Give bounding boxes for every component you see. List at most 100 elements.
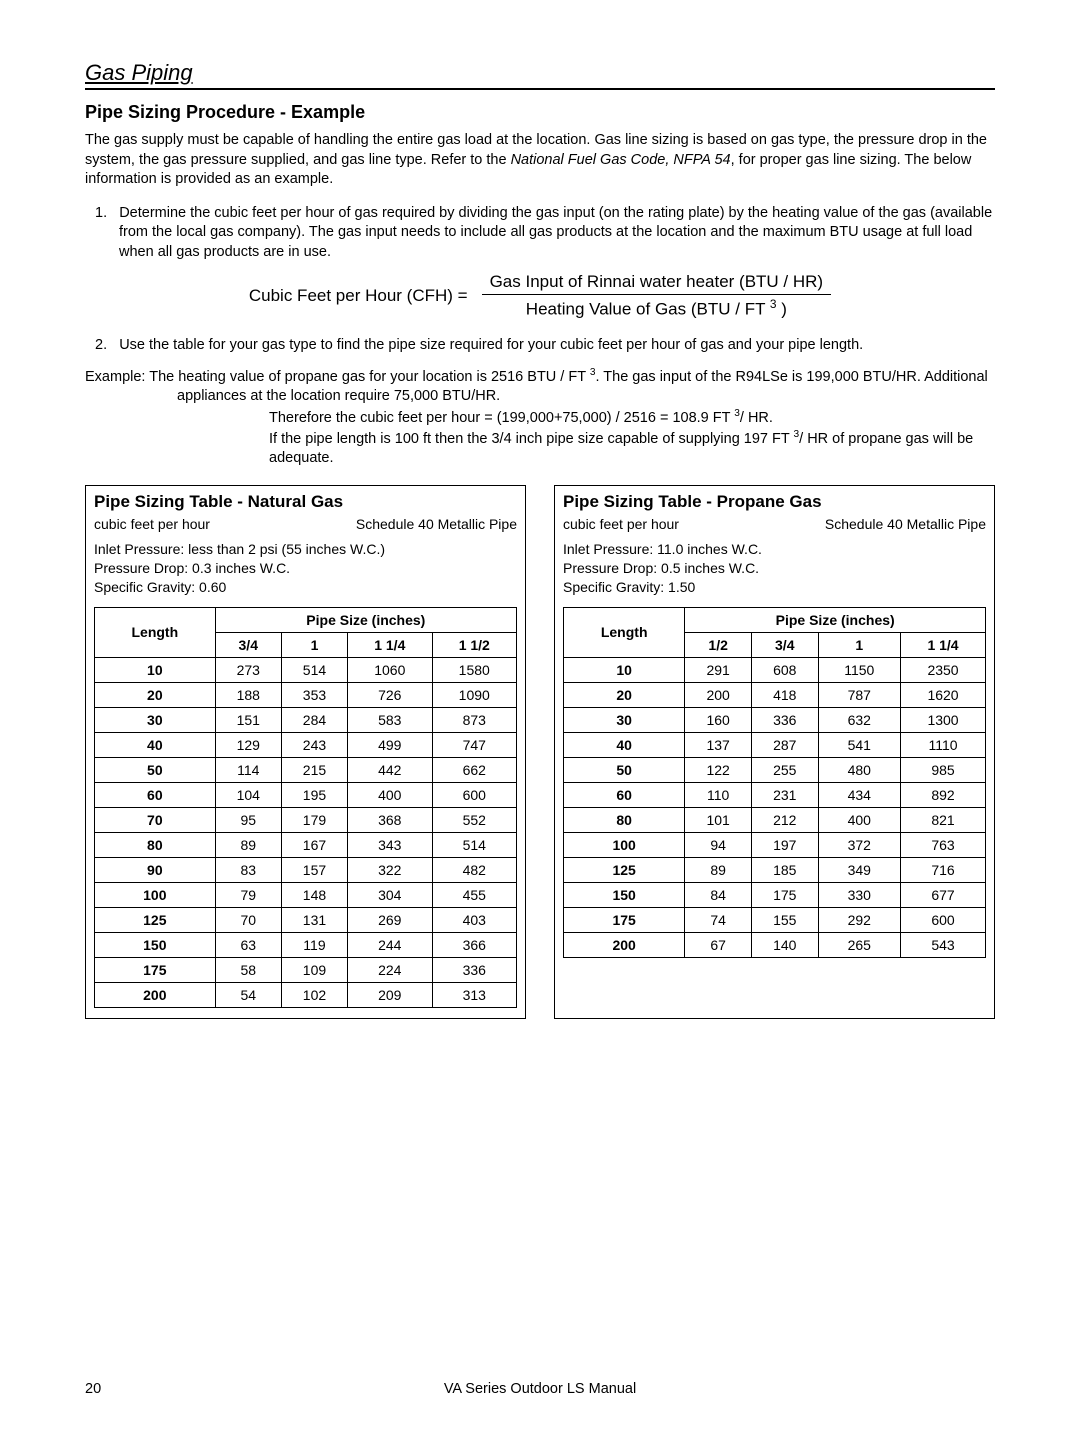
ng-value-cell: 102 (281, 982, 347, 1007)
ng-value-cell: 336 (432, 957, 516, 982)
ng-length-cell: 40 (95, 732, 216, 757)
ng-pipe-table: Length Pipe Size (inches) 3/411 1/41 1/2… (94, 607, 517, 1008)
ng-sub-left: cubic feet per hour (94, 516, 210, 532)
example-block: Example: The heating value of propane ga… (85, 366, 995, 469)
pg-value-cell: 140 (751, 932, 818, 957)
ng-value-cell: 455 (432, 882, 516, 907)
ng-length-cell: 125 (95, 907, 216, 932)
ng-length-header: Length (95, 607, 216, 657)
pg-value-cell: 543 (901, 932, 986, 957)
ng-value-cell: 104 (215, 782, 281, 807)
pg-value-cell: 287 (751, 732, 818, 757)
pg-value-cell: 541 (818, 732, 900, 757)
pg-value-cell: 787 (818, 682, 900, 707)
ng-length-cell: 20 (95, 682, 216, 707)
manual-name: VA Series Outdoor LS Manual (85, 1381, 995, 1397)
ng-value-cell: 157 (281, 857, 347, 882)
pg-value-cell: 122 (685, 757, 752, 782)
ng-length-cell: 175 (95, 957, 216, 982)
ng-value-cell: 552 (432, 807, 516, 832)
table-row: 60104195400600 (95, 782, 517, 807)
pg-value-cell: 155 (751, 907, 818, 932)
pg-value-cell: 212 (751, 807, 818, 832)
ng-table-sub: cubic feet per hour Schedule 40 Metallic… (94, 516, 517, 532)
pg-pipe-table: Length Pipe Size (inches) 1/23/411 1/4 1… (563, 607, 986, 958)
table-row: 17558109224336 (95, 957, 517, 982)
ng-length-cell: 50 (95, 757, 216, 782)
formula-lhs: Cubic Feet per Hour (CFH) = (249, 286, 468, 306)
table-row: 10079148304455 (95, 882, 517, 907)
ng-value-cell: 109 (281, 957, 347, 982)
ng-value-cell: 403 (432, 907, 516, 932)
ng-value-cell: 514 (432, 832, 516, 857)
ng-value-cell: 343 (348, 832, 432, 857)
ng-value-cell: 151 (215, 707, 281, 732)
ng-value-cell: 58 (215, 957, 281, 982)
subheading: Pipe Sizing Procedure - Example (85, 102, 995, 123)
table-row: 15063119244366 (95, 932, 517, 957)
pg-value-cell: 985 (901, 757, 986, 782)
pg-col-header: 3/4 (751, 632, 818, 657)
pg-value-cell: 600 (901, 907, 986, 932)
pg-value-cell: 175 (751, 882, 818, 907)
table-row: 40129243499747 (95, 732, 517, 757)
example-l2a: Therefore the cubic feet per hour = (199… (269, 409, 734, 425)
table-row: 60110231434892 (564, 782, 986, 807)
pg-length-cell: 20 (564, 682, 685, 707)
ng-value-cell: 1060 (348, 657, 432, 682)
pg-length-cell: 125 (564, 857, 685, 882)
table-row: 15084175330677 (564, 882, 986, 907)
pg-value-cell: 1620 (901, 682, 986, 707)
ng-param3: Specific Gravity: 0.60 (94, 578, 517, 597)
table-row: 301603366321300 (564, 707, 986, 732)
pg-value-cell: 892 (901, 782, 986, 807)
pg-length-header: Length (564, 607, 685, 657)
ng-value-cell: 215 (281, 757, 347, 782)
ng-value-cell: 313 (432, 982, 516, 1007)
pg-value-cell: 292 (818, 907, 900, 932)
table-row: 50122255480985 (564, 757, 986, 782)
table-row: 10094197372763 (564, 832, 986, 857)
pg-value-cell: 330 (818, 882, 900, 907)
table-row: 401372875411110 (564, 732, 986, 757)
den-post: ) (777, 300, 787, 319)
pg-sub-left: cubic feet per hour (563, 516, 679, 532)
natural-gas-table-box: Pipe Sizing Table - Natural Gas cubic fe… (85, 485, 526, 1019)
ng-pipesize-header: Pipe Size (inches) (215, 607, 516, 632)
table-row: 202004187871620 (564, 682, 986, 707)
pg-value-cell: 677 (901, 882, 986, 907)
pg-value-cell: 336 (751, 707, 818, 732)
ng-value-cell: 114 (215, 757, 281, 782)
ng-value-cell: 600 (432, 782, 516, 807)
pg-table-params: Inlet Pressure: 11.0 inches W.C. Pressur… (563, 540, 986, 597)
example-label: Example: (85, 368, 149, 384)
ng-value-cell: 273 (215, 657, 281, 682)
ng-value-cell: 83 (215, 857, 281, 882)
step-1-text: Determine the cubic feet per hour of gas… (119, 205, 992, 260)
pg-sub-right: Schedule 40 Metallic Pipe (825, 516, 986, 532)
ng-col-header: 1 1/4 (348, 632, 432, 657)
ng-value-cell: 54 (215, 982, 281, 1007)
ng-value-cell: 400 (348, 782, 432, 807)
ng-value-cell: 63 (215, 932, 281, 957)
step-2-num: 2. (95, 337, 107, 353)
step-1-num: 1. (95, 205, 107, 221)
pg-value-cell: 197 (751, 832, 818, 857)
table-row: 7095179368552 (95, 807, 517, 832)
pg-value-cell: 89 (685, 857, 752, 882)
ng-length-cell: 100 (95, 882, 216, 907)
ng-value-cell: 188 (215, 682, 281, 707)
intro-paragraph: The gas supply must be capable of handli… (85, 131, 995, 190)
pg-value-cell: 291 (685, 657, 752, 682)
pg-value-cell: 67 (685, 932, 752, 957)
ng-value-cell: 195 (281, 782, 347, 807)
ng-value-cell: 148 (281, 882, 347, 907)
ng-length-cell: 30 (95, 707, 216, 732)
table-row: 20054102209313 (95, 982, 517, 1007)
pg-col-header: 1/2 (685, 632, 752, 657)
pg-length-cell: 100 (564, 832, 685, 857)
pg-length-cell: 50 (564, 757, 685, 782)
pg-value-cell: 821 (901, 807, 986, 832)
ng-value-cell: 129 (215, 732, 281, 757)
pg-length-cell: 80 (564, 807, 685, 832)
